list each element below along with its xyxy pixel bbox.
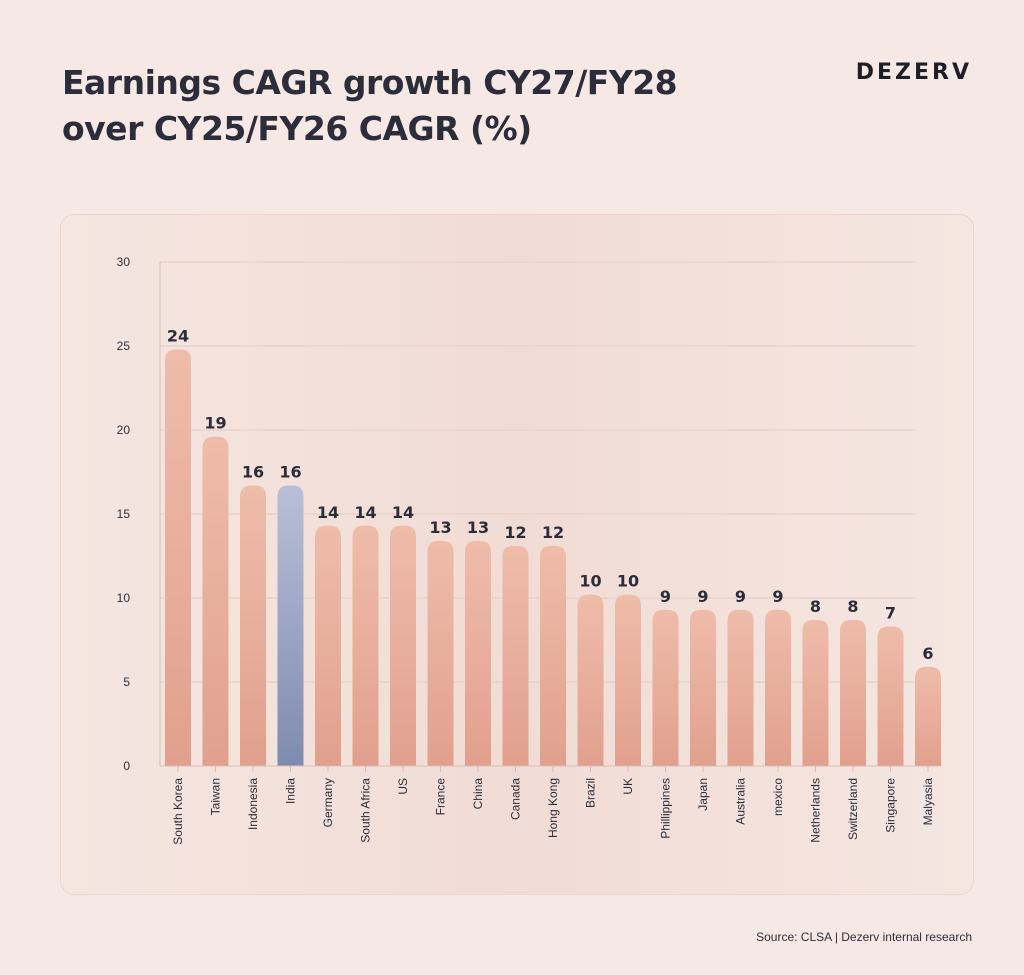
x-tick-label: Singapore bbox=[884, 778, 898, 833]
data-label: 6 bbox=[922, 644, 933, 663]
data-label: 14 bbox=[317, 503, 339, 522]
data-label: 24 bbox=[167, 326, 189, 345]
x-tick-label: US bbox=[396, 778, 410, 795]
bar-indonesia bbox=[240, 485, 266, 766]
x-tick-label: Indonesia bbox=[246, 778, 260, 830]
data-label: 16 bbox=[242, 462, 264, 481]
bar-south-korea bbox=[165, 349, 191, 766]
bar-china bbox=[465, 540, 491, 766]
bar-singapore bbox=[877, 626, 904, 766]
bar-malyasia bbox=[915, 666, 941, 766]
x-tick-label: Phillippines bbox=[659, 778, 673, 839]
data-label: 19 bbox=[204, 414, 226, 433]
data-label: 12 bbox=[542, 523, 564, 542]
x-tick-label: UK bbox=[621, 778, 635, 795]
data-label: 12 bbox=[504, 523, 526, 542]
data-label: 9 bbox=[697, 587, 708, 606]
title-line-2: over CY25/FY26 CAGR (%) bbox=[62, 109, 532, 148]
y-tick-label: 0 bbox=[123, 759, 130, 773]
data-label: 16 bbox=[279, 462, 301, 481]
bar-uk bbox=[615, 594, 641, 766]
brand-logo: DEZERV bbox=[855, 60, 972, 85]
x-tick-label: France bbox=[434, 778, 448, 816]
x-tick-label: Malyasia bbox=[921, 778, 935, 826]
bars: 24 19 16 16 14 14 14 13 13 12 12 10 10 9 9 9 9 8 8 7 6 bbox=[165, 326, 941, 766]
y-tick-label: 15 bbox=[117, 507, 131, 521]
bar-japan bbox=[690, 609, 716, 766]
y-axis: 0 5 10 15 20 25 30 bbox=[117, 255, 161, 773]
chart-title: Earnings CAGR growth CY27/FY28 over CY25… bbox=[62, 60, 782, 152]
data-label: 8 bbox=[847, 597, 858, 616]
bar-taiwan bbox=[202, 436, 229, 766]
bar-france bbox=[427, 540, 454, 766]
y-tick-label: 30 bbox=[117, 255, 131, 269]
data-label: 7 bbox=[885, 604, 896, 623]
x-tick-label: India bbox=[284, 778, 298, 804]
data-label: 10 bbox=[579, 572, 601, 591]
y-tick-label: 10 bbox=[117, 591, 131, 605]
bar-us bbox=[390, 525, 416, 766]
bar-hong-kong bbox=[540, 545, 566, 766]
bar-switzerland bbox=[840, 619, 866, 766]
x-tick-label: Japan bbox=[696, 778, 710, 811]
x-tick-label: Taiwan bbox=[209, 778, 223, 815]
bar-canada bbox=[502, 545, 529, 766]
data-label: 13 bbox=[467, 518, 489, 537]
x-tick-label: Switzerland bbox=[846, 778, 860, 840]
bar-germany bbox=[315, 525, 341, 766]
bar-australia bbox=[727, 609, 754, 766]
bar-netherlands bbox=[802, 619, 829, 766]
title-line-1: Earnings CAGR growth CY27/FY28 bbox=[62, 63, 678, 102]
bar-brazil bbox=[577, 594, 604, 766]
x-tick-label: Brazil bbox=[584, 778, 598, 808]
y-tick-label: 20 bbox=[117, 423, 131, 437]
bar-phillippines bbox=[652, 609, 679, 766]
x-tick-label: Hong Kong bbox=[546, 778, 560, 838]
data-label: 14 bbox=[354, 503, 376, 522]
data-label: 9 bbox=[660, 587, 671, 606]
y-tick-label: 5 bbox=[123, 675, 130, 689]
bar-india bbox=[277, 485, 304, 766]
data-label: 13 bbox=[429, 518, 451, 537]
data-label: 8 bbox=[810, 597, 821, 616]
x-tick-label: China bbox=[471, 778, 485, 810]
x-tick-label: Germany bbox=[321, 778, 335, 827]
source-note: Source: CLSA | Dezerv internal research bbox=[756, 930, 972, 944]
x-tick-label: South Africa bbox=[359, 778, 373, 843]
gridlines bbox=[160, 261, 916, 683]
y-tick-label: 25 bbox=[117, 339, 131, 353]
x-tick-label: Canada bbox=[509, 778, 523, 820]
x-tick-label: mexico bbox=[771, 778, 785, 816]
data-label: 10 bbox=[617, 572, 639, 591]
data-label: 9 bbox=[772, 587, 783, 606]
data-label: 9 bbox=[735, 587, 746, 606]
bar-mexico bbox=[765, 609, 791, 766]
x-tick-label: South Korea bbox=[171, 778, 185, 845]
data-label: 14 bbox=[392, 503, 414, 522]
bar-south-africa bbox=[352, 525, 379, 766]
x-tick-label: Australia bbox=[734, 778, 748, 825]
x-tick-label: Netherlands bbox=[809, 778, 823, 843]
x-axis: South Korea Taiwan Indonesia India Germany So… bbox=[160, 765, 938, 845]
